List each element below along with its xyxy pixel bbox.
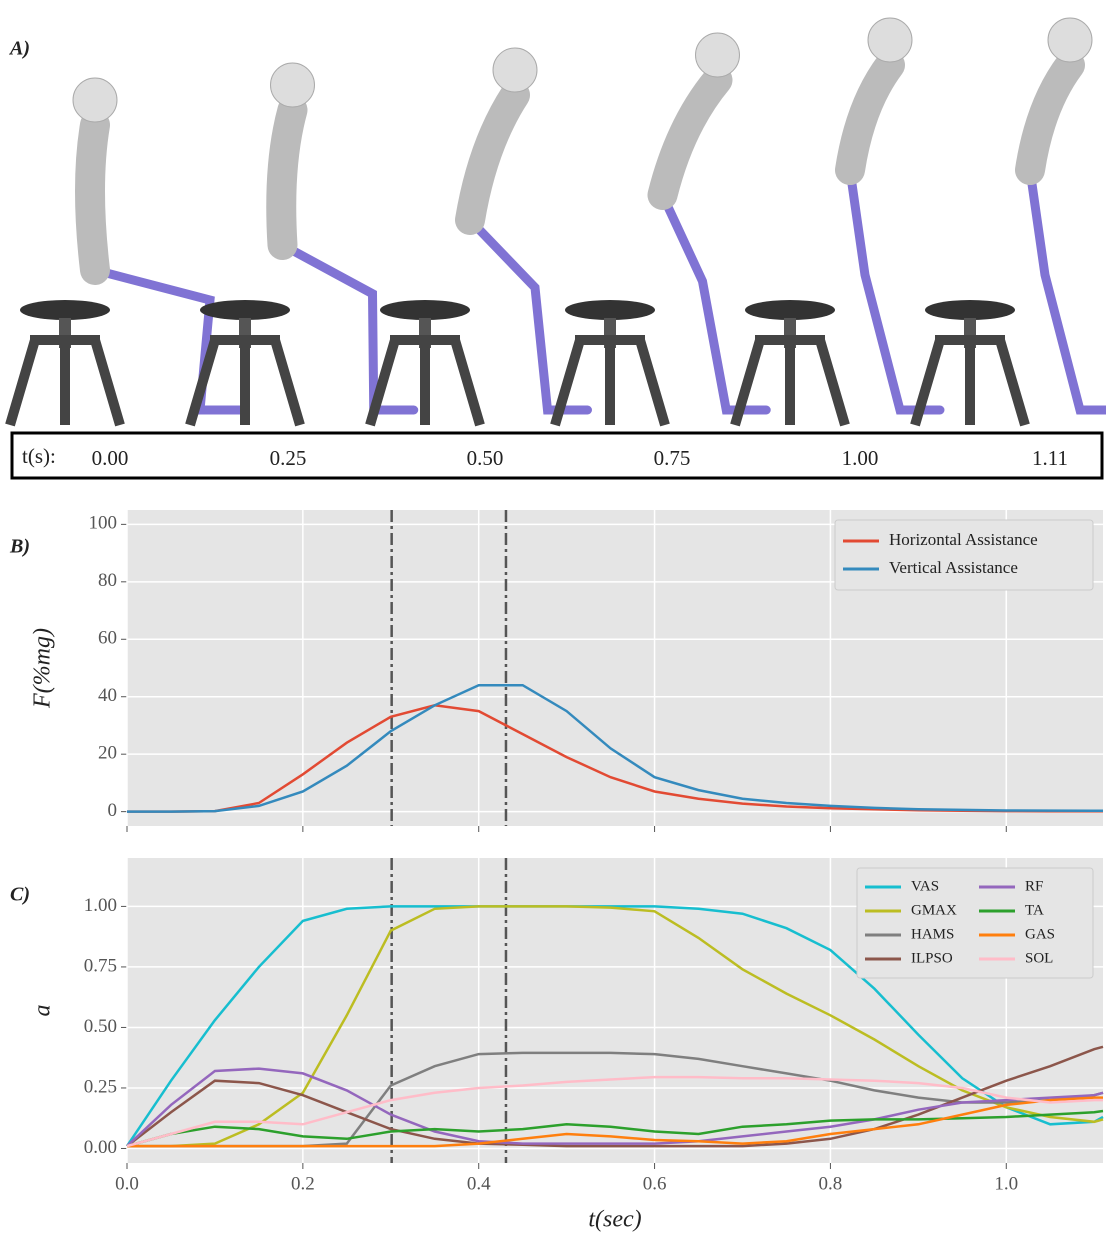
x-tick-label: 0.8 [819,1173,843,1194]
legend-label: VAS [911,878,939,894]
illustrations [10,18,1106,425]
legend-label: ILPSO [911,950,953,966]
spine [281,110,292,245]
time-label: 0.50 [467,446,504,470]
panel-label: B) [9,536,30,558]
x-tick-label: 0.0 [115,1173,139,1194]
stool-seat [745,300,835,320]
stool-seat [565,300,655,320]
y-axis-label: a [30,1005,56,1017]
x-axis-label: t(sec) [588,1207,641,1233]
leg [283,245,414,410]
spine [1030,65,1070,170]
time-label: 1.11 [1032,446,1068,470]
x-tick-label: 0.6 [643,1173,667,1194]
y-tick-label: 0.25 [84,1076,117,1097]
legend-label: HAMS [911,926,954,942]
head [868,18,912,62]
time-label: 0.75 [654,446,691,470]
legend-label: TA [1025,902,1044,918]
legend-label: GAS [1025,926,1055,942]
y-tick-label: 20 [98,743,117,764]
legend-label: Vertical Assistance [889,558,1018,577]
x-tick-label: 0.4 [467,1173,491,1194]
y-tick-label: 40 [98,685,117,706]
spine [850,65,890,170]
spine [470,95,515,220]
stool-seat [20,300,110,320]
stool-seat [200,300,290,320]
y-tick-label: 0.00 [84,1137,117,1158]
x-tick-label: 1.0 [994,1173,1018,1194]
time-label: 0.25 [270,446,307,470]
time-label: 0.00 [92,446,129,470]
spine [90,125,95,270]
stool-seat [380,300,470,320]
y-tick-label: 60 [98,628,117,649]
legend-label: SOL [1025,950,1053,966]
stool-seat [925,300,1015,320]
leg [1030,170,1106,410]
y-axis-label: F(%mg) [30,628,56,709]
head [1048,18,1092,62]
head [271,63,315,107]
legend-box [857,868,1093,978]
time-box [12,433,1102,478]
panel-label: C) [10,884,30,906]
head [73,78,117,122]
figure: A) t(s): 0.00 0.25 0.50 0.75 1.00 1.11 B) 0 20 40… [0,0,1106,1243]
time-header: t(s): [22,444,56,468]
y-tick-label: 80 [98,570,117,591]
y-tick-label: 0.50 [84,1016,117,1037]
legend-label: GMAX [911,902,957,918]
head [696,33,740,77]
legend-label: RF [1025,878,1043,894]
head [493,48,537,92]
y-tick-label: 0.75 [84,955,117,976]
panel-label: A) [8,38,30,60]
y-tick-label: 100 [89,513,118,534]
y-tick-label: 0 [108,800,118,821]
time-label: 1.00 [842,446,879,470]
legend-label: Horizontal Assistance [889,530,1038,549]
stool-legs [10,340,120,425]
x-tick-label: 0.2 [291,1173,315,1194]
spine [663,80,718,195]
y-tick-label: 1.00 [84,895,117,916]
